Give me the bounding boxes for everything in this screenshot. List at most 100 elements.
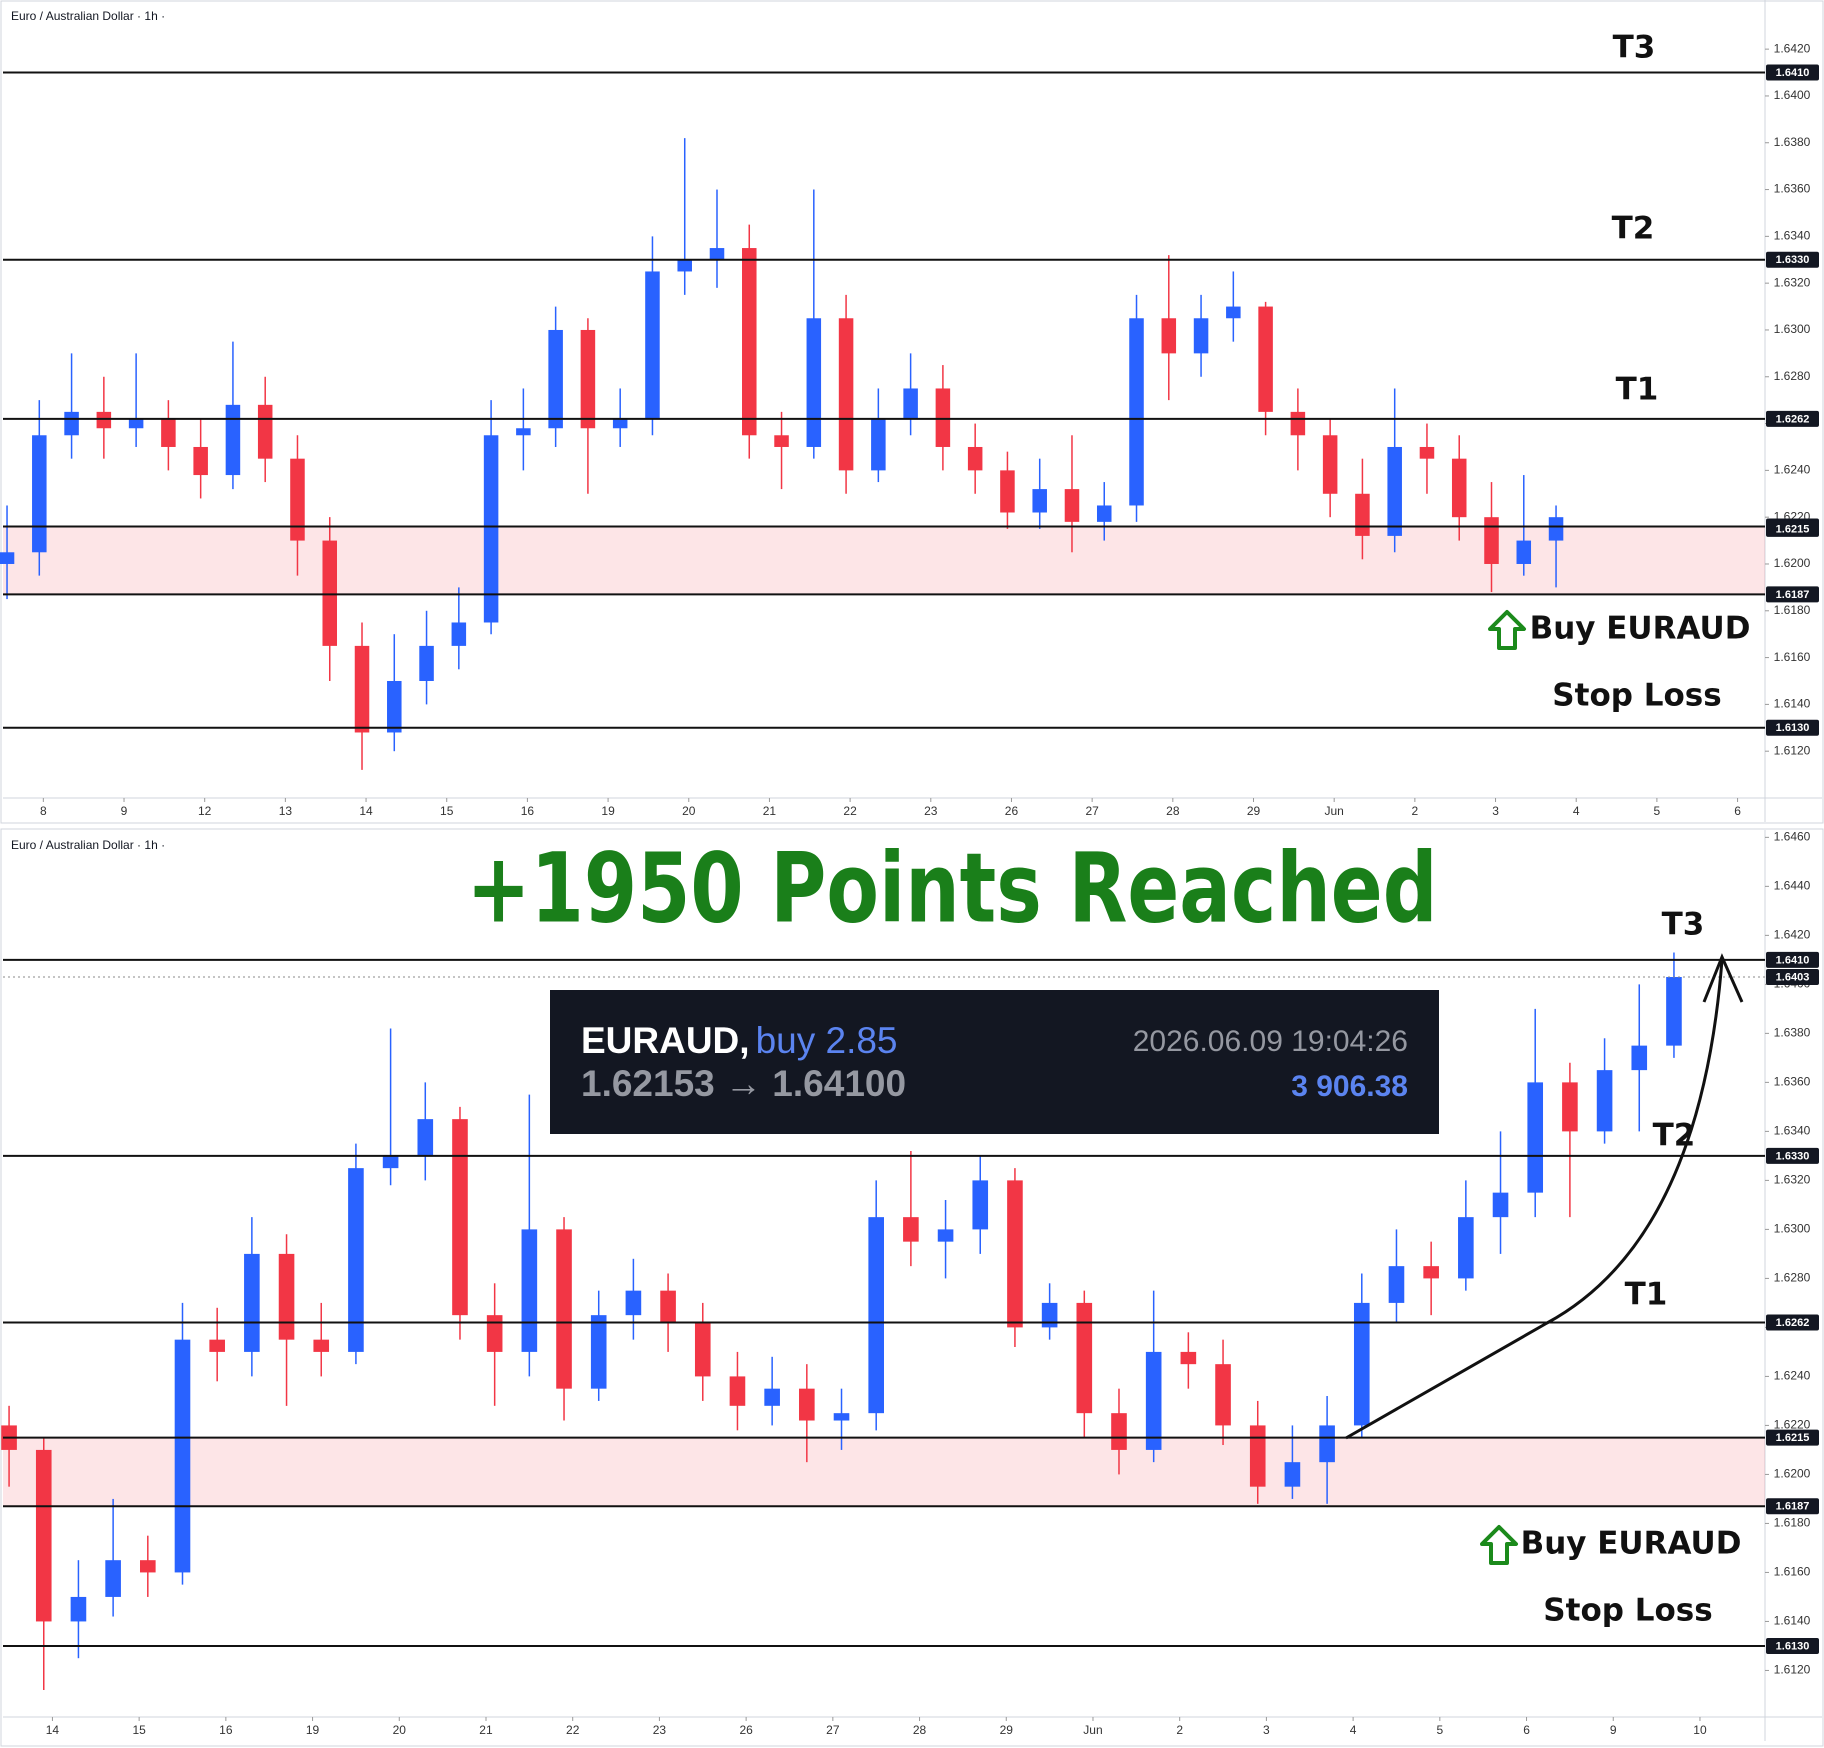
price-tag-label: 1.6130 bbox=[1776, 1640, 1810, 1652]
x-tick-label: 5 bbox=[1436, 1723, 1443, 1737]
candle-body bbox=[1631, 1045, 1648, 1071]
annotation: T3 bbox=[1613, 30, 1656, 66]
candle-body bbox=[1032, 489, 1047, 513]
candle-body bbox=[580, 329, 596, 429]
candle-body bbox=[1076, 1302, 1093, 1414]
annotation: Buy EURAUD bbox=[1530, 611, 1751, 647]
candle-body bbox=[694, 1322, 711, 1377]
candle-body bbox=[1423, 1266, 1439, 1279]
annotation: T1 bbox=[1625, 1277, 1668, 1313]
panel-border bbox=[0, 828, 1824, 1747]
candle-body bbox=[419, 645, 434, 681]
candle-body bbox=[1355, 493, 1370, 536]
candle-body bbox=[868, 1217, 884, 1414]
x-tick-label: 6 bbox=[1734, 804, 1741, 818]
candle-body bbox=[257, 404, 273, 459]
candle-body bbox=[871, 418, 886, 471]
candle-body bbox=[1145, 1351, 1162, 1450]
price-tag-label: 1.6130 bbox=[1776, 722, 1810, 734]
x-tick-label: 9 bbox=[121, 804, 128, 818]
support-zone bbox=[3, 1437, 1765, 1507]
candle-body bbox=[833, 1413, 850, 1421]
candle-body bbox=[278, 1253, 295, 1340]
x-tick-label: 8 bbox=[40, 804, 47, 818]
price-tag-label: 1.6410 bbox=[1776, 67, 1810, 79]
candle-body bbox=[1007, 1180, 1023, 1328]
candle-body bbox=[972, 1180, 989, 1230]
candle-body bbox=[387, 680, 402, 733]
candle-body bbox=[322, 540, 338, 646]
y-tick-label: 1.6300 bbox=[1774, 322, 1811, 336]
y-tick-label: 1.6140 bbox=[1774, 697, 1811, 711]
candle-body bbox=[1000, 470, 1015, 513]
trade-profit: 3 906.38 bbox=[1291, 1070, 1408, 1103]
candle-body bbox=[348, 1168, 364, 1352]
headline: +1950 Points Reached bbox=[467, 832, 1438, 944]
price-tag bbox=[1766, 586, 1819, 603]
x-tick-label: 29 bbox=[1000, 1723, 1014, 1737]
y-tick-label: 1.6200 bbox=[1774, 1467, 1811, 1481]
price-tag bbox=[1766, 1637, 1819, 1654]
x-tick-label: 6 bbox=[1523, 1723, 1530, 1737]
y-tick-label: 1.6340 bbox=[1774, 229, 1811, 243]
candle-body bbox=[1484, 517, 1499, 564]
price-tag-label: 1.6215 bbox=[1776, 523, 1810, 535]
candle-body bbox=[161, 418, 176, 447]
symbol-header: Euro / Australian Dollar · 1h · bbox=[11, 838, 165, 852]
candle-body bbox=[838, 318, 854, 471]
y-tick-label: 1.6160 bbox=[1774, 1565, 1811, 1579]
y-tick-label: 1.6120 bbox=[1774, 1663, 1811, 1677]
x-tick-label: 21 bbox=[763, 804, 777, 818]
candle-body bbox=[1041, 1302, 1058, 1328]
candle-body bbox=[1322, 435, 1338, 494]
x-tick-label: Jun bbox=[1083, 1723, 1102, 1737]
candle-body bbox=[612, 418, 628, 429]
price-tag-label: 1.6187 bbox=[1776, 589, 1810, 601]
y-tick-label: 1.6420 bbox=[1774, 41, 1811, 55]
candle-body bbox=[516, 428, 531, 436]
candle-body bbox=[1419, 446, 1435, 459]
annotation: T3 bbox=[1662, 907, 1705, 943]
y-tick-label: 1.6220 bbox=[1774, 1418, 1811, 1432]
candle-body bbox=[903, 388, 918, 419]
candle-body bbox=[1096, 505, 1112, 522]
candle-body bbox=[486, 1315, 503, 1352]
x-tick-label: 15 bbox=[132, 1723, 146, 1737]
candle-body bbox=[1193, 318, 1209, 354]
y-tick-label: 1.6180 bbox=[1774, 1516, 1811, 1530]
price-tag-label: 1.6403 bbox=[1776, 971, 1810, 983]
price-tag bbox=[1766, 251, 1819, 268]
y-tick-label: 1.6140 bbox=[1774, 1614, 1811, 1628]
candle-body bbox=[774, 435, 789, 447]
y-tick-label: 1.6320 bbox=[1774, 275, 1811, 289]
price-tag-label: 1.6215 bbox=[1776, 1432, 1810, 1444]
y-tick-label: 1.6240 bbox=[1774, 463, 1811, 477]
candle-body bbox=[1562, 1082, 1578, 1132]
candle-body bbox=[209, 1339, 225, 1352]
trade-box bbox=[550, 990, 1439, 1134]
x-tick-label: 4 bbox=[1573, 804, 1580, 818]
candle-body bbox=[1451, 458, 1467, 518]
y-tick-label: 1.6380 bbox=[1774, 135, 1811, 149]
candle-body bbox=[590, 1315, 607, 1389]
candle-body bbox=[244, 1253, 260, 1352]
candle-body bbox=[1111, 1413, 1127, 1450]
price-tag-label: 1.6410 bbox=[1776, 954, 1810, 966]
candle-body bbox=[1527, 1082, 1544, 1193]
candle-body bbox=[1064, 489, 1080, 522]
candle-body bbox=[128, 418, 144, 429]
candle-body bbox=[32, 435, 47, 553]
panel-border bbox=[0, 0, 1824, 824]
candle-body bbox=[1596, 1070, 1613, 1132]
y-tick-label: 1.6240 bbox=[1774, 1369, 1811, 1383]
x-tick-label: 26 bbox=[1005, 804, 1019, 818]
candle-body bbox=[174, 1339, 191, 1573]
y-tick-label: 1.6420 bbox=[1774, 928, 1811, 942]
candle-body bbox=[1492, 1192, 1509, 1218]
trade-symbol: EURAUD, bbox=[581, 1020, 750, 1061]
candle-body bbox=[483, 435, 499, 623]
